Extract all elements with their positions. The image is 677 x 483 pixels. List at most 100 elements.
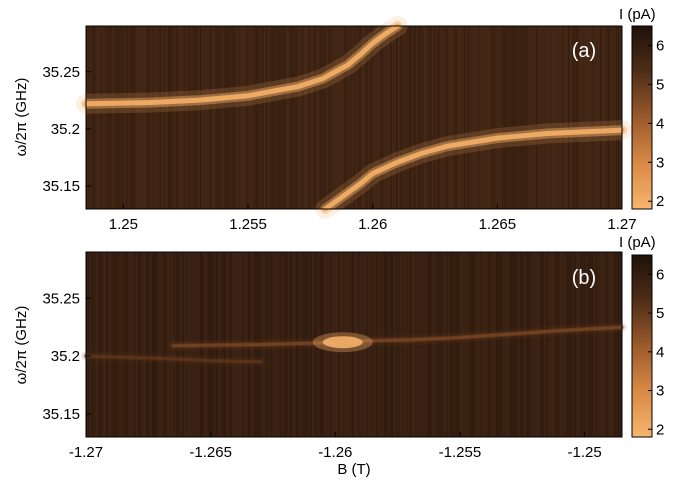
- noise-stripe: [608, 252, 610, 437]
- noise-stripe: [536, 26, 538, 209]
- noise-stripe: [96, 26, 98, 209]
- noise-stripe: [556, 26, 558, 209]
- noise-stripe: [520, 26, 522, 209]
- noise-stripe: [488, 26, 490, 209]
- noise-stripe: [588, 252, 590, 437]
- colorbar-tick-label: 2: [656, 193, 664, 210]
- x-tick-label: -1.265: [189, 444, 232, 461]
- noise-stripe: [550, 252, 552, 437]
- noise-stripe: [484, 252, 486, 437]
- noise-stripe: [290, 26, 292, 209]
- noise-stripe: [208, 26, 210, 209]
- noise-stripe: [158, 252, 160, 437]
- noise-stripe: [144, 252, 146, 437]
- noise-stripe: [218, 26, 220, 209]
- noise-stripe: [592, 252, 594, 437]
- heatmap-features-b: [81, 322, 627, 367]
- noise-stripe: [388, 252, 390, 437]
- x-tick-label: -1.27: [69, 444, 103, 461]
- noise-stripe: [388, 26, 390, 209]
- noise-stripe: [482, 26, 484, 209]
- noise-stripe: [304, 26, 306, 209]
- colorbar-label-b: I (pA): [619, 234, 656, 251]
- panel-b: -1.27 -1.265 -1.26 -1.255 -1.25 35.1535.235.…: [13, 234, 664, 478]
- noise-stripe: [164, 252, 166, 437]
- noise-stripe: [354, 26, 356, 209]
- noise-stripe: [278, 26, 280, 209]
- noise-stripe: [264, 26, 266, 209]
- noise-stripe: [372, 26, 374, 209]
- noise-stripe: [458, 26, 460, 209]
- noise-stripe: [370, 252, 372, 437]
- noise-stripe: [380, 26, 382, 209]
- noise-stripe: [492, 26, 494, 209]
- x-tick-label: -1.25: [568, 444, 602, 461]
- noise-stripe: [438, 252, 440, 437]
- noise-stripe: [514, 252, 516, 437]
- noise-stripe: [414, 252, 416, 437]
- colorbar-ticks-a: 2 3 4 5 6: [648, 37, 664, 210]
- noise-stripe: [254, 26, 256, 209]
- noise-stripe: [372, 252, 374, 437]
- noise-stripe: [154, 26, 156, 209]
- noise-stripe: [472, 26, 474, 209]
- noise-stripe: [142, 252, 144, 437]
- noise-stripe: [150, 26, 152, 209]
- noise-stripe: [530, 26, 532, 209]
- noise-stripe: [494, 252, 496, 437]
- noise-stripe: [486, 26, 488, 209]
- noise-stripe: [156, 26, 158, 209]
- noise-stripe: [94, 26, 96, 209]
- noise-stripe: [300, 26, 302, 209]
- noise-stripe: [616, 26, 618, 209]
- noise-stripe: [400, 26, 402, 209]
- noise-stripe: [528, 26, 530, 209]
- y-tick-label: 35.15: [42, 406, 80, 423]
- noise-stripe: [606, 252, 608, 437]
- noise-stripe: [152, 26, 154, 209]
- noise-stripe: [324, 26, 326, 209]
- noise-stripe: [574, 26, 576, 209]
- noise-stripe: [376, 26, 378, 209]
- noise-stripe: [546, 26, 548, 209]
- noise-stripe: [392, 26, 394, 209]
- noise-stripe: [92, 252, 94, 437]
- noise-stripe: [480, 252, 482, 437]
- plot-area-b: [81, 251, 627, 438]
- noise-stripe: [426, 26, 428, 209]
- noise-stripe: [562, 26, 564, 209]
- noise-stripe: [260, 26, 262, 209]
- noise-stripe: [446, 252, 448, 437]
- noise-stripe: [118, 252, 120, 437]
- noise-stripe: [188, 26, 190, 209]
- noise-stripe: [612, 252, 614, 437]
- noise-stripe: [138, 26, 140, 209]
- feature-upper-branch: [83, 23, 401, 107]
- axes-frame-a: [85, 25, 623, 210]
- noise-stripe: [364, 26, 366, 209]
- noise-stripe: [378, 26, 380, 209]
- noise-stripe: [618, 26, 620, 209]
- x-tick-label: 1.265: [479, 216, 517, 233]
- heatmap-background-a: [86, 26, 622, 209]
- noise-stripe: [140, 252, 142, 437]
- noise-stripe: [262, 26, 264, 209]
- noise-stripe: [184, 26, 186, 209]
- noise-stripe: [574, 252, 576, 437]
- noise-stripe: [318, 252, 320, 437]
- noise-stripe: [572, 26, 574, 209]
- noise-stripe: [128, 26, 130, 209]
- noise-stripe: [198, 26, 200, 209]
- noise-stripe: [588, 26, 590, 209]
- noise-stripe: [172, 26, 174, 209]
- noise-stripe: [88, 252, 90, 437]
- noise-stripe: [420, 26, 422, 209]
- noise-stripe: [166, 252, 168, 437]
- noise-stripe: [594, 252, 596, 437]
- noise-stripe: [444, 26, 446, 209]
- noise-stripe: [452, 26, 454, 209]
- noise-stripe: [502, 26, 504, 209]
- noise-stripe: [320, 252, 322, 437]
- noise-stripe: [190, 26, 192, 209]
- noise-stripe: [346, 26, 348, 209]
